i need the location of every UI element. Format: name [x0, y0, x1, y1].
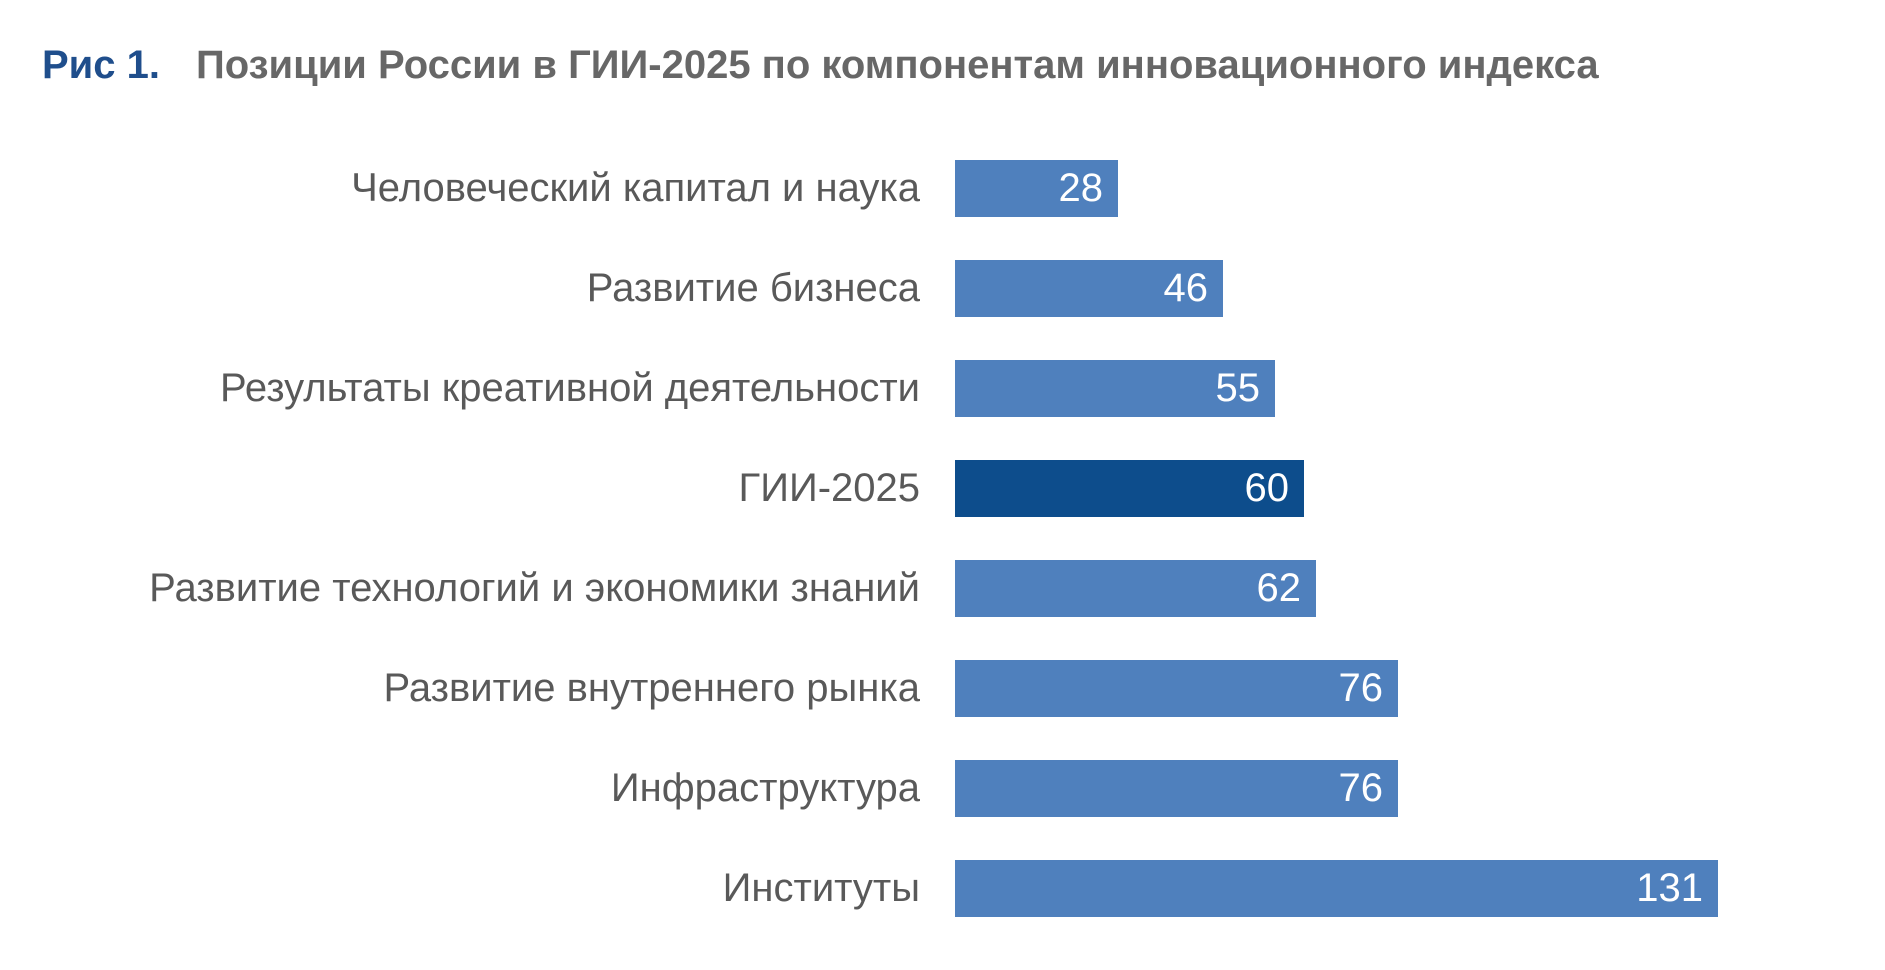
category-label: Инфраструктура — [610, 766, 920, 810]
page-title: Позиции России в ГИИ-2025 по компонентам… — [196, 43, 1599, 87]
category-label: Институты — [722, 866, 920, 910]
bar-value-label: 76 — [1338, 765, 1384, 810]
bar: 62 — [955, 559, 1316, 617]
chart-row: Развитие внутреннего рынка 76 — [0, 638, 1885, 738]
bar-value-label: 76 — [1338, 665, 1384, 710]
bar: 28 — [955, 159, 1118, 217]
chart-row: Развитие бизнеса 46 — [0, 238, 1885, 338]
bar: 46 — [955, 259, 1223, 317]
chart-row: ГИИ-2025 60 — [0, 438, 1885, 538]
category-label: Развитие внутреннего рынка — [383, 666, 920, 710]
bar-value-label: 60 — [1244, 465, 1290, 510]
bar-track: 60 — [955, 459, 1885, 517]
chart-row: Результаты креативной деятельности 55 — [0, 338, 1885, 438]
bar: 76 — [955, 759, 1398, 817]
chart-row: Развитие технологий и экономики знаний 6… — [0, 538, 1885, 638]
bar-value-label: 46 — [1163, 265, 1209, 310]
bar-track: 46 — [955, 259, 1885, 317]
bar-track: 62 — [955, 559, 1885, 617]
chart-row: Инфраструктура 76 — [0, 738, 1885, 838]
bar-chart: Человеческий капитал и наука 28 Развитие… — [0, 138, 1885, 938]
bar-value-label: 131 — [1636, 865, 1703, 910]
category-label: ГИИ-2025 — [738, 466, 920, 510]
bar: 131 — [955, 859, 1718, 917]
bar-track: 76 — [955, 759, 1885, 817]
figure-title: Рис 1. Позиции России в ГИИ-2025 по компо… — [0, 0, 1885, 88]
bar-value-label: 55 — [1215, 365, 1261, 410]
bar-value-label: 62 — [1256, 565, 1302, 610]
bar-track: 55 — [955, 359, 1885, 417]
category-label: Развитие технологий и экономики знаний — [149, 566, 920, 610]
chart-row: Институты 131 — [0, 838, 1885, 938]
bar-value-label: 28 — [1058, 165, 1104, 210]
bar: 76 — [955, 659, 1398, 717]
category-label: Результаты креативной деятельности — [219, 366, 920, 410]
bar-track: 131 — [955, 859, 1885, 917]
bar: 55 — [955, 359, 1275, 417]
category-label: Человеческий капитал и наука — [351, 166, 920, 210]
chart-row: Человеческий капитал и наука 28 — [0, 138, 1885, 238]
bar-track: 28 — [955, 159, 1885, 217]
bar-track: 76 — [955, 659, 1885, 717]
category-label: Развитие бизнеса — [586, 266, 920, 310]
bar: 60 — [955, 459, 1304, 517]
figure-number: Рис 1. — [42, 43, 160, 87]
